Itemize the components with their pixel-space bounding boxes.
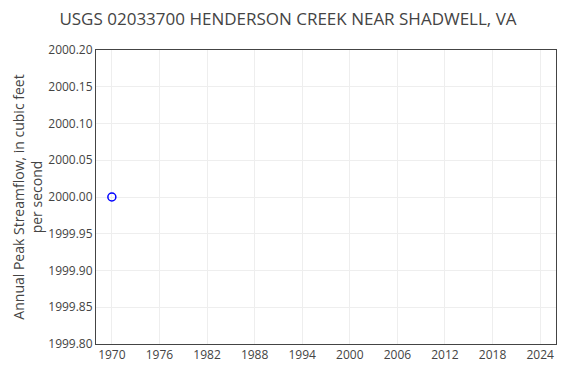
svg-text:2000.20: 2000.20 (48, 41, 92, 58)
svg-text:2000.15: 2000.15 (48, 78, 92, 95)
svg-text:1970: 1970 (98, 346, 126, 363)
svg-text:1994: 1994 (288, 346, 316, 363)
svg-text:1976: 1976 (146, 346, 174, 363)
svg-text:2000: 2000 (336, 346, 364, 363)
svg-text:1999.80: 1999.80 (48, 335, 92, 352)
svg-text:2018: 2018 (479, 346, 507, 363)
svg-text:1982: 1982 (193, 346, 221, 363)
svg-text:2006: 2006 (384, 346, 412, 363)
svg-text:2000.10: 2000.10 (48, 115, 92, 132)
svg-text:2024: 2024 (526, 346, 554, 363)
svg-text:1999.95: 1999.95 (48, 225, 92, 242)
svg-text:2012: 2012 (431, 346, 459, 363)
svg-text:USGS 02033700 HENDERSON CREEK: USGS 02033700 HENDERSON CREEK NEAR SHADW… (59, 7, 516, 30)
svg-text:2000.05: 2000.05 (48, 151, 92, 168)
svg-text:1999.90: 1999.90 (48, 262, 92, 279)
svg-text:1988: 1988 (241, 346, 269, 363)
svg-text:1999.85: 1999.85 (48, 298, 92, 315)
svg-text:Annual Peak Streamflow, in cub: Annual Peak Streamflow, in cubic feetper… (9, 74, 46, 319)
svg-text:2000.00: 2000.00 (48, 188, 92, 205)
